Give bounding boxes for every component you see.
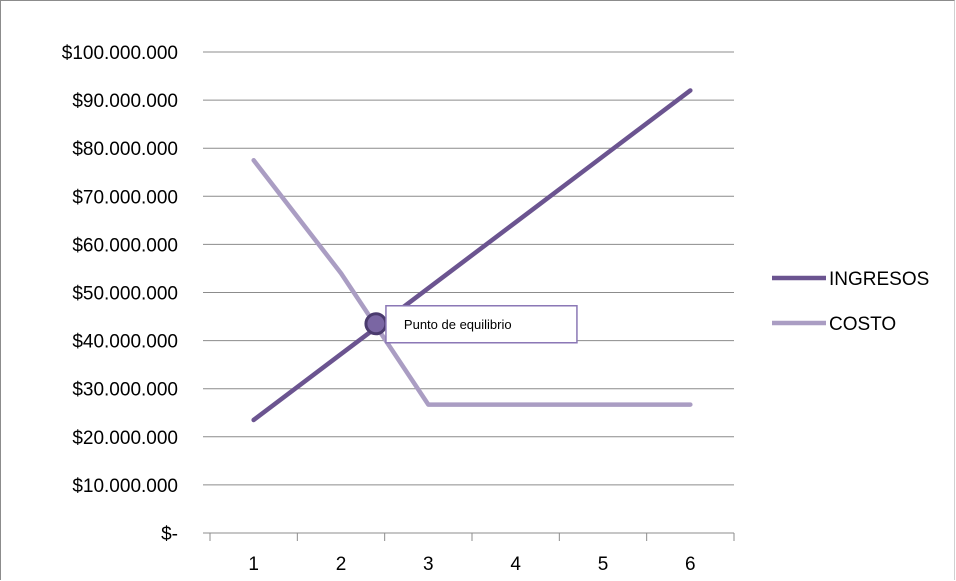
y-tick-label: $40.000.000 bbox=[72, 332, 178, 353]
y-tick-label: $80.000.000 bbox=[72, 139, 178, 160]
y-tick-label: $20.000.000 bbox=[72, 428, 178, 449]
x-tick-label: 6 bbox=[685, 554, 696, 575]
x-tick-label: 4 bbox=[510, 554, 521, 575]
axes bbox=[203, 532, 735, 541]
breakeven-callout-label: Punto de equilibrio bbox=[404, 317, 512, 332]
y-tick-label: $30.000.000 bbox=[72, 380, 178, 401]
series-line-costo bbox=[251, 157, 693, 407]
y-tick-label: $60.000.000 bbox=[72, 235, 178, 256]
x-tick-label: 1 bbox=[248, 554, 259, 575]
annotation: Punto de equilibrio bbox=[364, 305, 578, 344]
y-tick-label: $100.000.000 bbox=[62, 43, 178, 64]
y-tick-label: $- bbox=[161, 524, 178, 545]
legend-label-costo: COSTO bbox=[829, 314, 896, 335]
breakeven-callout-box bbox=[385, 305, 578, 344]
x-tick-labels: 1 2 3 4 5 6 bbox=[248, 554, 695, 575]
y-tick-label: $10.000.000 bbox=[72, 476, 178, 497]
x-tick-label: 5 bbox=[598, 554, 609, 575]
x-tick-label: 3 bbox=[423, 554, 434, 575]
y-tick-label: $90.000.000 bbox=[72, 91, 178, 112]
gridlines bbox=[203, 51, 734, 486]
y-tick-label: $50.000.000 bbox=[72, 284, 178, 305]
series-lines bbox=[251, 88, 693, 423]
x-tick-label: 2 bbox=[336, 554, 347, 575]
series-line-ingresos bbox=[251, 88, 693, 423]
breakeven-marker bbox=[364, 312, 388, 336]
y-tick-labels: $- $10.000.000 $20.000.000 $30.000.000 $40.0… bbox=[62, 43, 178, 545]
y-tick-label: $70.000.000 bbox=[72, 187, 178, 208]
legend: INGRESOS COSTO bbox=[772, 269, 929, 335]
legend-label-ingresos: INGRESOS bbox=[829, 269, 929, 290]
